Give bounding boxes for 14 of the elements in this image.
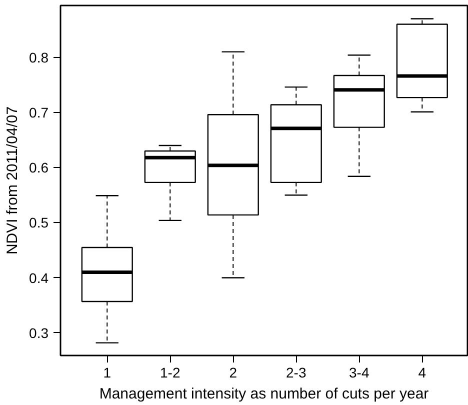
- y-tick-label: 0.3: [29, 324, 49, 341]
- y-tick-label: 0.4: [29, 270, 49, 286]
- x-tick-label: 2: [229, 364, 238, 380]
- y-tick-label: 0.7: [29, 104, 49, 120]
- x-tick-label: 1: [103, 364, 112, 380]
- x-tick-label: 3-4: [349, 364, 370, 380]
- y-axis-title: NDVI from 2011/04/07: [4, 106, 22, 255]
- y-tick-label: 0.6: [29, 160, 49, 176]
- x-tick-label: 2-3: [286, 364, 306, 380]
- x-tick-label: 4: [418, 364, 426, 380]
- x-tick-label: 1-2: [160, 364, 180, 380]
- y-tick-label: 0.8: [29, 49, 49, 66]
- x-axis-title: Management intensity as number of cuts per year: [99, 386, 429, 402]
- y-tick-label: 0.5: [29, 214, 49, 231]
